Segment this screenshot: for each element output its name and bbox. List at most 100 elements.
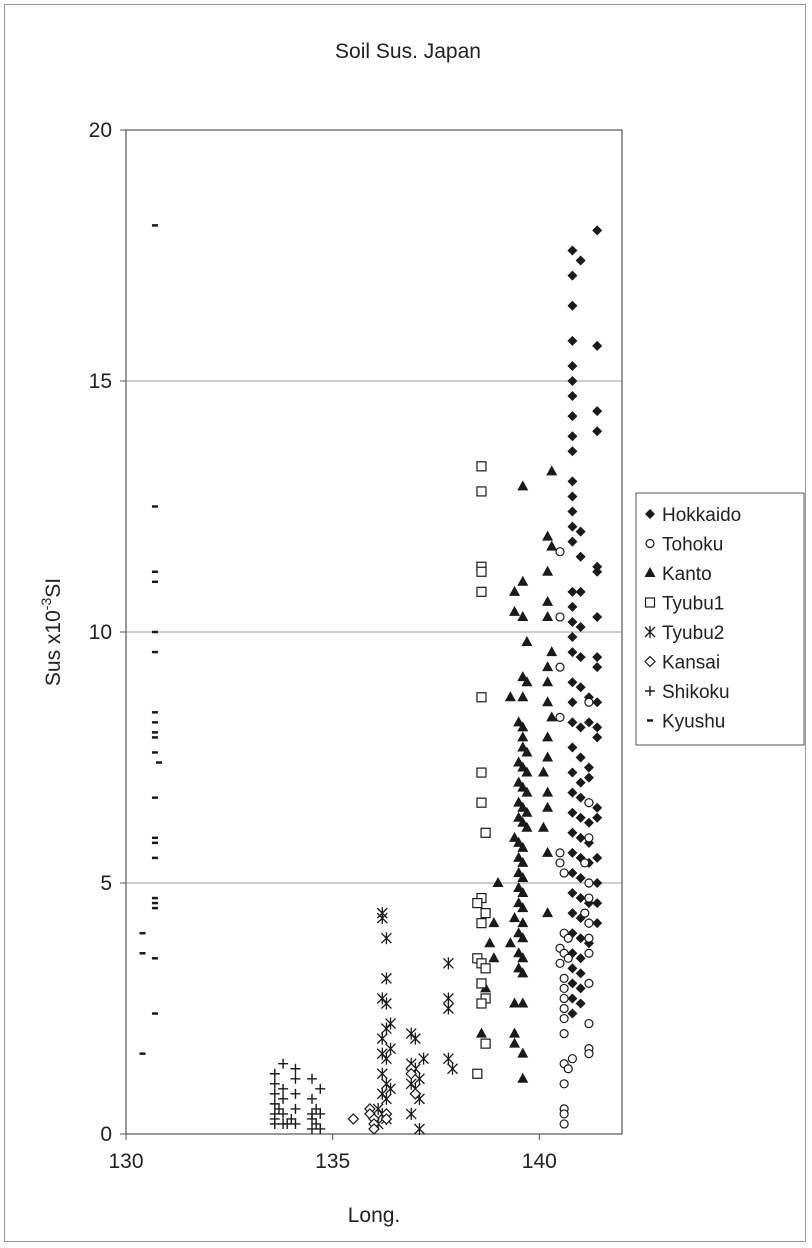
point-kanto <box>513 897 525 908</box>
point-kanto <box>488 917 500 928</box>
point-kanto <box>484 937 496 948</box>
point-hokkaido <box>567 677 578 688</box>
point-hokkaido <box>575 792 586 803</box>
point-tohoku <box>567 1054 578 1064</box>
point-shikoku <box>307 1073 317 1084</box>
point-tohoku <box>584 978 594 989</box>
legend-marker-kanto <box>644 567 656 577</box>
point-hokkaido <box>567 616 578 627</box>
point-kansai <box>380 1113 393 1125</box>
point-hokkaido <box>567 847 578 858</box>
point-tyubu1 <box>476 998 487 1009</box>
point-hokkaido <box>567 647 578 658</box>
point-kanto <box>542 846 554 857</box>
point-kansai <box>368 1123 380 1135</box>
point-hokkaido <box>567 807 578 818</box>
point-shikoku <box>286 1113 297 1124</box>
point-hokkaido <box>567 446 578 457</box>
point-kanto <box>517 480 529 491</box>
point-tohoku <box>559 993 569 1004</box>
point-tohoku <box>559 868 569 878</box>
chart-title: Soil Sus. Japan <box>335 40 481 63</box>
point-hokkaido <box>592 652 603 663</box>
point-tyubu1 <box>480 1038 491 1049</box>
point-tyubu1 <box>476 461 487 472</box>
point-tohoku <box>584 833 594 843</box>
legend-item-tohoku: Tohoku <box>645 535 723 556</box>
point-kanto <box>509 605 521 616</box>
point-tyubu2 <box>442 992 454 1005</box>
series-kyushu <box>139 224 163 1055</box>
point-shikoku <box>269 1098 280 1109</box>
point-tyubu2 <box>385 1042 396 1055</box>
x-tick-label: 130 <box>108 1150 143 1173</box>
point-shikoku <box>315 1123 326 1134</box>
point-tohoku <box>555 848 565 858</box>
point-hokkaido <box>592 406 603 417</box>
point-tyubu2 <box>380 1092 392 1105</box>
series-tyubu2 <box>372 907 458 1135</box>
point-shikoku <box>269 1088 280 1099</box>
point-hokkaido <box>567 993 578 1004</box>
legend-label: Tyubu1 <box>662 594 724 615</box>
point-tyubu2 <box>414 1122 425 1135</box>
point-tohoku <box>584 798 594 808</box>
point-kanto <box>509 997 521 1008</box>
point-tyubu2 <box>380 1022 392 1035</box>
point-hokkaido <box>583 762 594 773</box>
y-tick-label: 20 <box>89 119 112 142</box>
series-tyubu1 <box>472 461 491 1079</box>
point-kanto <box>517 917 529 928</box>
point-kanto <box>521 746 533 757</box>
point-tyubu2 <box>380 932 392 945</box>
series-kansai <box>347 1062 422 1135</box>
point-shikoku <box>307 1113 317 1124</box>
point-tyubu1 <box>476 797 487 808</box>
point-hokkaido <box>567 391 578 402</box>
point-kanto <box>517 761 529 772</box>
point-shikoku <box>315 1083 326 1094</box>
point-hokkaido <box>592 732 603 743</box>
point-shikoku <box>278 1108 289 1119</box>
point-hokkaido <box>592 561 603 572</box>
legend-marker-hokkaido <box>645 509 655 519</box>
point-tohoku <box>584 948 594 958</box>
point-kanto <box>517 871 529 882</box>
point-hokkaido <box>567 335 578 346</box>
point-hokkaido <box>567 506 578 517</box>
point-kanto <box>509 1027 521 1038</box>
point-tohoku <box>555 662 565 672</box>
point-tohoku <box>584 697 594 707</box>
point-shikoku <box>315 1108 326 1119</box>
point-hokkaido <box>567 978 578 989</box>
point-kanto <box>542 595 554 606</box>
point-hokkaido <box>567 411 578 422</box>
point-shikoku <box>278 1083 289 1094</box>
point-kanto <box>521 821 533 832</box>
point-hokkaido <box>592 852 603 863</box>
legend-item-hokkaido: Hokkaido <box>645 505 741 526</box>
point-kansai <box>409 1087 422 1100</box>
point-hokkaido <box>592 662 603 673</box>
point-kanto <box>517 741 529 752</box>
point-tyubu1 <box>476 767 487 778</box>
point-shikoku <box>269 1068 280 1079</box>
legend-item-tyubu1: Tyubu1 <box>644 594 724 615</box>
x-axis-label: Long. <box>348 1204 401 1227</box>
point-tyubu1 <box>476 692 487 703</box>
point-kanto <box>513 811 525 822</box>
legend-marker-tyubu1 <box>644 597 656 608</box>
point-kanto <box>517 997 529 1008</box>
legend: Hokkaido Tohoku Kanto Tyubu1 Tyubu2 Kansai Shi… <box>635 492 805 746</box>
point-kanto <box>517 691 529 702</box>
legend-label: Kyushu <box>662 712 725 733</box>
point-hokkaido <box>567 827 578 838</box>
point-tyubu2 <box>414 1072 425 1085</box>
point-hokkaido <box>575 752 586 763</box>
point-kanto <box>542 907 554 918</box>
legend-item-kanto: Kanto <box>644 564 712 585</box>
point-tyubu2 <box>380 1052 392 1065</box>
y-tick-label: 0 <box>100 1123 112 1146</box>
point-hokkaido <box>567 717 578 728</box>
